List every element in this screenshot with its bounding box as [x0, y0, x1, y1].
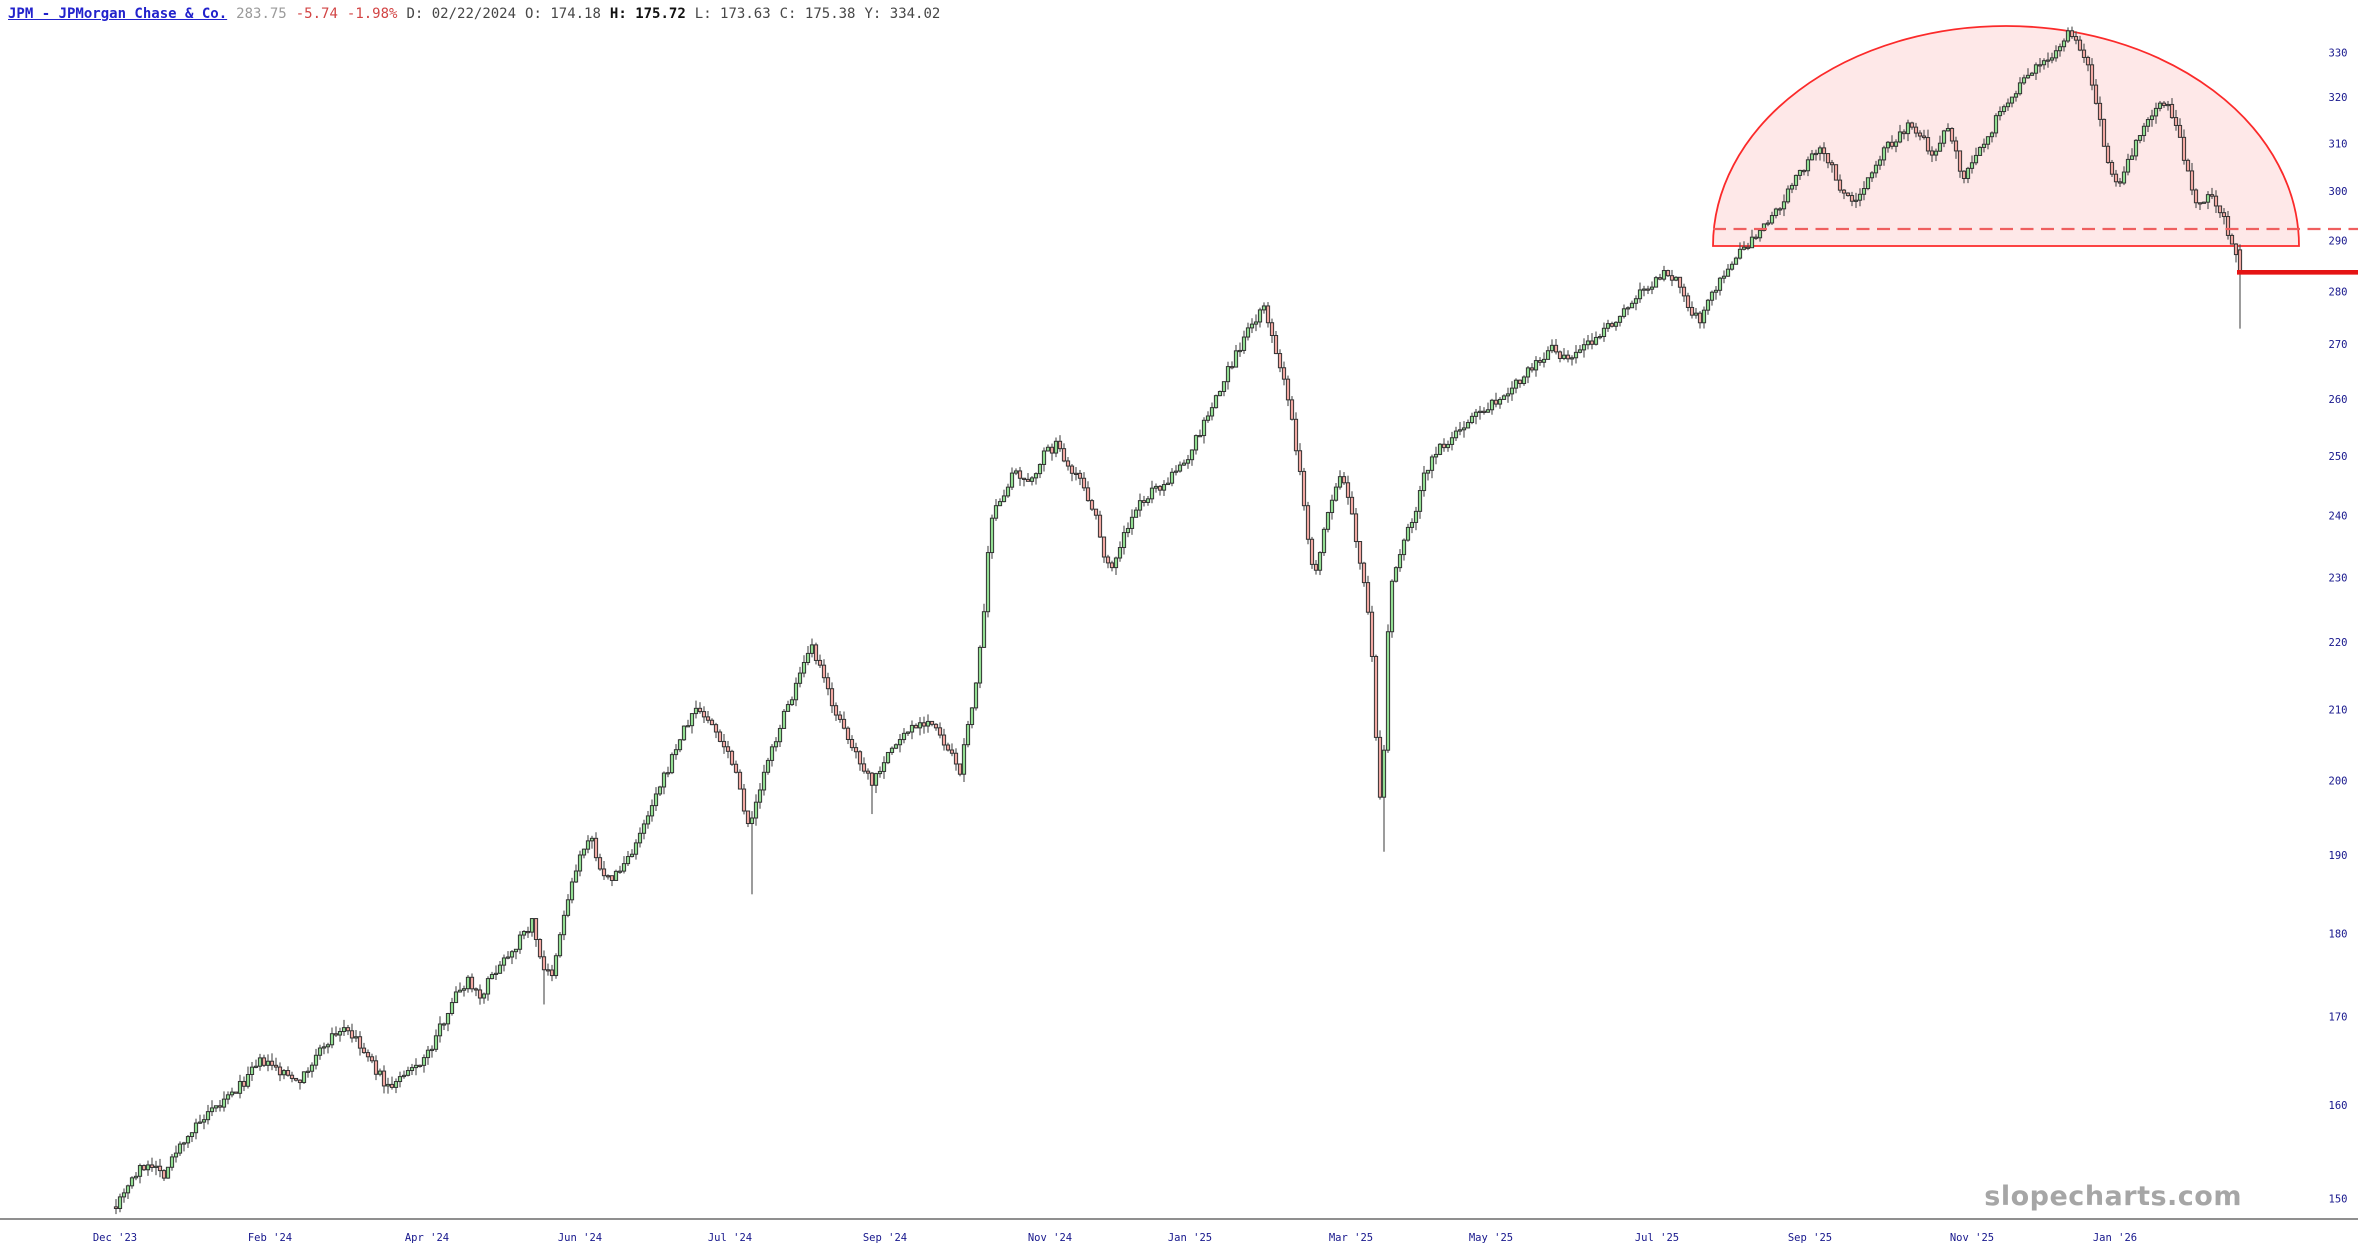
x-tick-label: Nov '24: [1028, 1232, 1072, 1244]
symbol-title[interactable]: JPM - JPMorgan Chase & Co.: [8, 6, 228, 22]
ohlc-field: H: 175.72: [609, 6, 686, 22]
x-tick-label: Jul '24: [708, 1232, 752, 1244]
dome-annotation[interactable]: [1712, 25, 2300, 247]
y-tick-label: 280: [2329, 286, 2348, 298]
y-tick-label: 240: [2329, 510, 2348, 522]
y-tick-label: 230: [2329, 572, 2348, 584]
y-tick-label: 300: [2329, 186, 2348, 198]
change-percent: -1.98%: [346, 6, 398, 22]
x-tick-label: Sep '25: [1788, 1232, 1832, 1244]
x-tick-label: Apr '24: [405, 1232, 449, 1244]
y-tick-label: 330: [2329, 48, 2348, 60]
y-tick-label: 220: [2329, 637, 2348, 649]
ohlc-field: C: 175.38: [779, 6, 856, 22]
x-tick-label: Jan '26: [2093, 1232, 2137, 1244]
x-tick-label: Nov '25: [1950, 1232, 1994, 1244]
y-tick-label: 170: [2329, 1012, 2348, 1024]
y-tick-label: 320: [2329, 92, 2348, 104]
y-tick-label: 270: [2329, 339, 2348, 351]
x-tick-label: May '25: [1469, 1232, 1513, 1244]
x-tick-label: Dec '23: [93, 1232, 137, 1244]
y-tick-label: 250: [2329, 451, 2348, 463]
ohlc-readout: D: 02/22/2024 O: 174.18 H: 175.72 L: 173.63…: [406, 6, 949, 22]
ohlc-field: L: 173.63: [694, 6, 771, 22]
x-tick-label: Jun '24: [558, 1232, 602, 1244]
y-tick-label: 150: [2329, 1194, 2348, 1206]
y-tick-label: 190: [2329, 850, 2348, 862]
y-tick-label: 260: [2329, 394, 2348, 406]
annotation-lines-layer: [1713, 227, 2358, 275]
x-tick-label: Sep '24: [863, 1232, 907, 1244]
x-tick-label: Feb '24: [248, 1232, 292, 1244]
watermark: slopecharts.com: [1984, 1181, 2242, 1212]
change-absolute: -5.74: [295, 6, 338, 22]
x-axis-labels: Dec '23 Feb '24 Apr '24 Jun '24 Jul '24 Sep '…: [0, 1218, 2358, 1244]
last-price: 283.75: [236, 6, 287, 22]
candlestick-series: [113, 26, 2243, 1215]
dome-annotation-layer: [1712, 25, 2300, 247]
y-tick-label: 200: [2329, 775, 2348, 787]
y-tick-label: 210: [2329, 705, 2348, 717]
ohlc-field: D: 02/22/2024: [406, 6, 517, 22]
ohlc-field: O: 174.18: [525, 6, 601, 22]
y-axis-labels: 330 320 310 300 290 280 270 260 250 240 230 220 210 2…: [2329, 48, 2348, 1206]
ohlc-field: Y: 334.02: [864, 6, 941, 22]
y-tick-label: 310: [2329, 138, 2348, 150]
y-tick-label: 160: [2329, 1100, 2348, 1112]
x-tick-label: Jul '25: [1635, 1232, 1679, 1244]
x-tick-label: Mar '25: [1329, 1232, 1373, 1244]
x-tick-label: Jan '25: [1168, 1232, 1212, 1244]
y-tick-label: 180: [2329, 929, 2348, 941]
quote-header: JPM - JPMorgan Chase & Co. 283.75 -5.74 -1.…: [8, 5, 958, 23]
y-tick-label: 290: [2329, 235, 2348, 247]
